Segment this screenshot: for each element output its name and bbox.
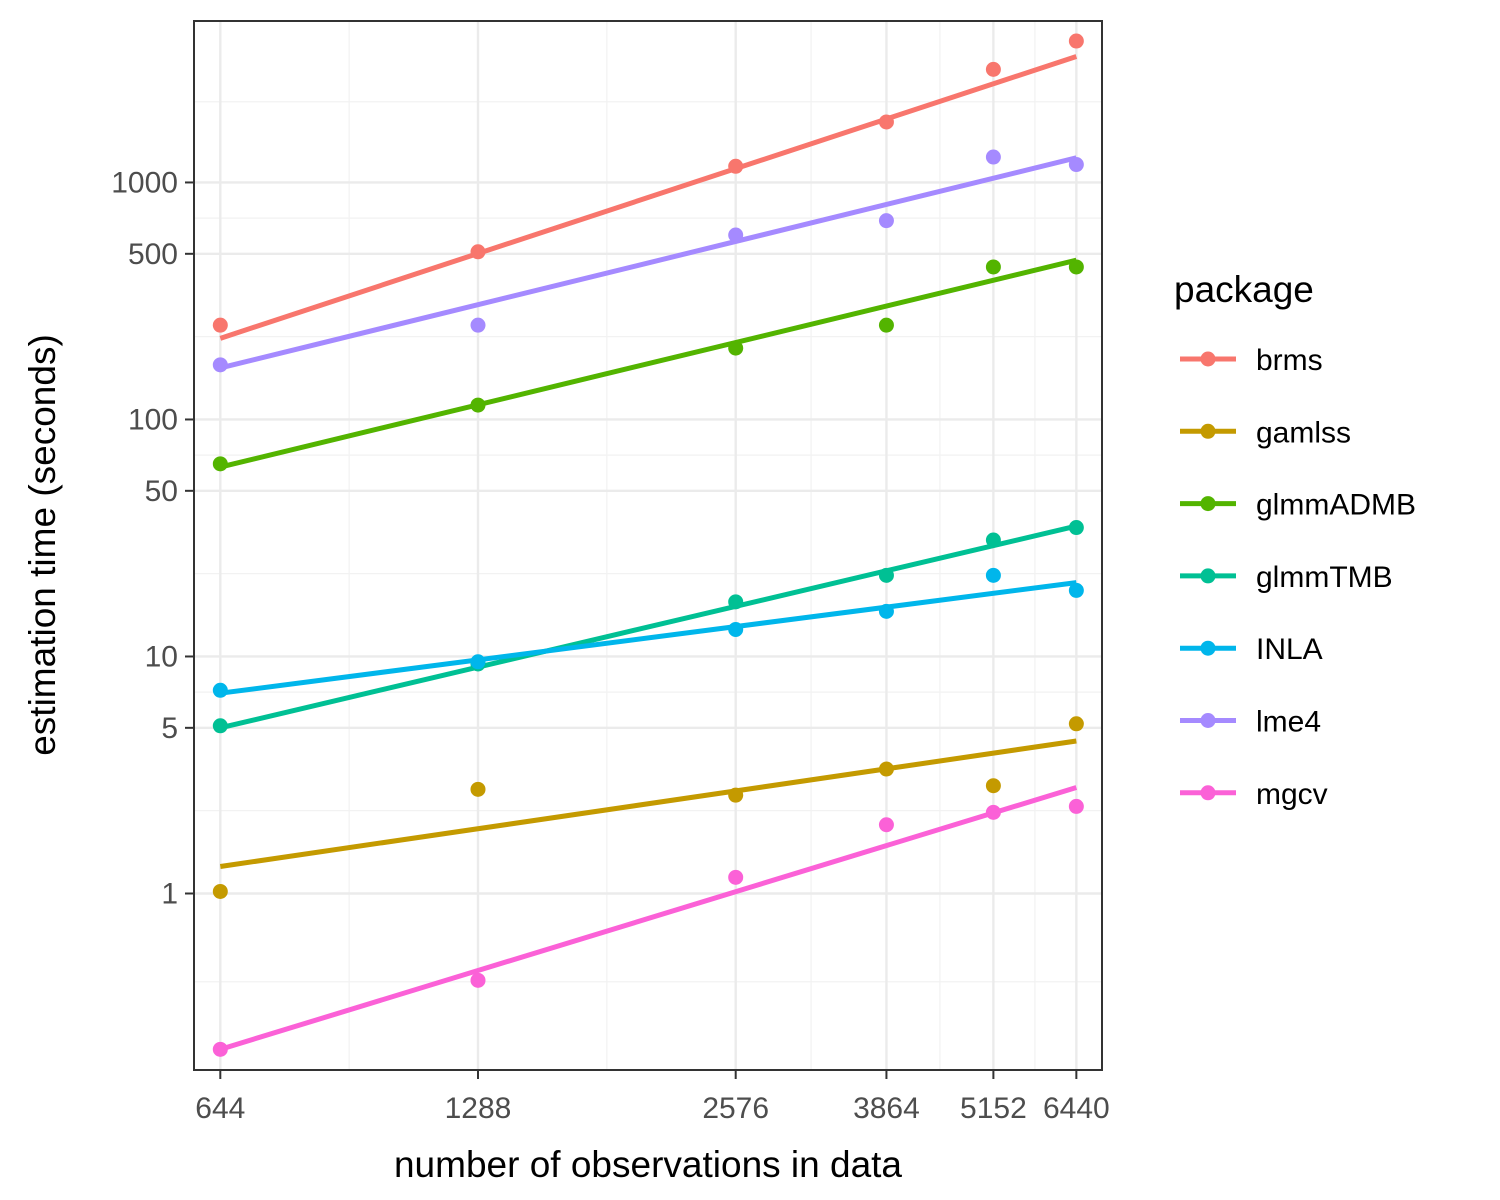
x-tick-label: 2576 [702, 1092, 769, 1125]
legend-key-point-mgcv [1200, 785, 1216, 801]
legend-title: package [1174, 269, 1314, 310]
point-brms [470, 244, 486, 260]
point-mgcv [985, 804, 1001, 820]
point-glmmADMB [878, 317, 894, 333]
point-brms [728, 158, 744, 174]
point-mgcv [212, 1041, 228, 1057]
point-gamlss [878, 761, 894, 777]
point-glmmADMB [728, 340, 744, 356]
y-axis: 1 5 10 50 100 500 1000 [111, 166, 194, 910]
point-brms [212, 317, 228, 333]
point-lme4 [212, 357, 228, 373]
x-tick-label: 5152 [960, 1092, 1027, 1125]
fit-line-glmmTMB [219, 523, 1077, 731]
point-mgcv [878, 817, 894, 833]
legend-label-mgcv: mgcv [1256, 778, 1328, 811]
fit-line-gamlss [219, 738, 1077, 869]
y-tick-label: 5 [161, 712, 178, 745]
legend-label-lme4: lme4 [1256, 706, 1321, 739]
point-INLA [728, 621, 744, 637]
x-tick-label: 6440 [1043, 1092, 1110, 1125]
fit-line-glmmADMB [219, 257, 1077, 470]
legend-key-point-brms [1200, 351, 1216, 367]
point-gamlss [470, 781, 486, 797]
legend: package brms gamlss glmmADMB glmmTMB INLA lme… [1174, 269, 1416, 811]
legend-key-point-gamlss [1200, 423, 1216, 439]
x-tick-label: 1288 [445, 1092, 512, 1125]
point-glmmTMB [985, 532, 1001, 548]
legend-label-INLA: INLA [1256, 633, 1323, 666]
point-INLA [985, 567, 1001, 583]
legend-label-brms: brms [1256, 344, 1323, 377]
point-brms [985, 61, 1001, 77]
point-lme4 [985, 149, 1001, 165]
legend-key-point-lme4 [1200, 713, 1216, 728]
point-glmmADMB [470, 397, 486, 413]
plot-panel-background [194, 21, 1102, 1070]
point-glmmADMB [212, 456, 228, 472]
point-glmmADMB [985, 259, 1001, 275]
fit-line-lme4 [219, 155, 1077, 371]
point-gamlss [728, 787, 744, 803]
point-INLA [878, 603, 894, 619]
y-tick-label: 10 [145, 640, 178, 673]
point-glmmADMB [1068, 259, 1084, 275]
y-axis-title: estimation time (seconds) [22, 334, 63, 756]
legend-key-point-glmmTMB [1200, 568, 1216, 584]
point-mgcv [470, 972, 486, 988]
point-lme4 [470, 317, 486, 333]
y-tick-label: 1 [161, 877, 178, 910]
fit-lines [219, 54, 1078, 1052]
point-glmmTMB [212, 718, 228, 734]
fit-line-INLA [219, 580, 1077, 696]
point-mgcv [1068, 798, 1084, 814]
point-brms [878, 114, 894, 130]
point-INLA [470, 654, 486, 670]
point-INLA [1068, 582, 1084, 598]
fit-line-brms [219, 54, 1078, 341]
legend-label-glmmTMB: glmmTMB [1256, 561, 1393, 594]
x-axis: 644 1288 2576 3864 5152 6440 [195, 1070, 1110, 1125]
point-glmmTMB [728, 594, 744, 610]
y-tick-label: 50 [145, 475, 178, 508]
point-lme4 [878, 213, 894, 229]
x-axis-title: number of observations in data [394, 1144, 902, 1185]
plot-panel-border [193, 20, 1103, 1071]
x-tick-label: 3864 [853, 1092, 920, 1125]
legend-key-point-glmmADMB [1200, 496, 1216, 512]
point-gamlss [985, 778, 1001, 794]
y-tick-label: 1000 [111, 166, 178, 199]
point-gamlss [1068, 716, 1084, 732]
y-tick-label: 500 [128, 238, 178, 271]
fit-line-mgcv [219, 785, 1078, 1052]
point-mgcv [728, 869, 744, 885]
point-glmmTMB [1068, 520, 1084, 536]
point-INLA [212, 682, 228, 698]
y-tick-label: 100 [128, 403, 178, 436]
point-glmmTMB [878, 567, 894, 583]
legend-label-glmmADMB: glmmADMB [1256, 489, 1416, 522]
point-gamlss [212, 883, 228, 899]
data-points [212, 33, 1084, 1057]
legend-label-gamlss: gamlss [1256, 416, 1351, 449]
point-lme4 [728, 227, 744, 243]
point-brms [1068, 33, 1084, 49]
x-tick-label: 644 [195, 1092, 245, 1125]
point-lme4 [1068, 157, 1084, 173]
legend-key-point-INLA [1200, 640, 1216, 656]
